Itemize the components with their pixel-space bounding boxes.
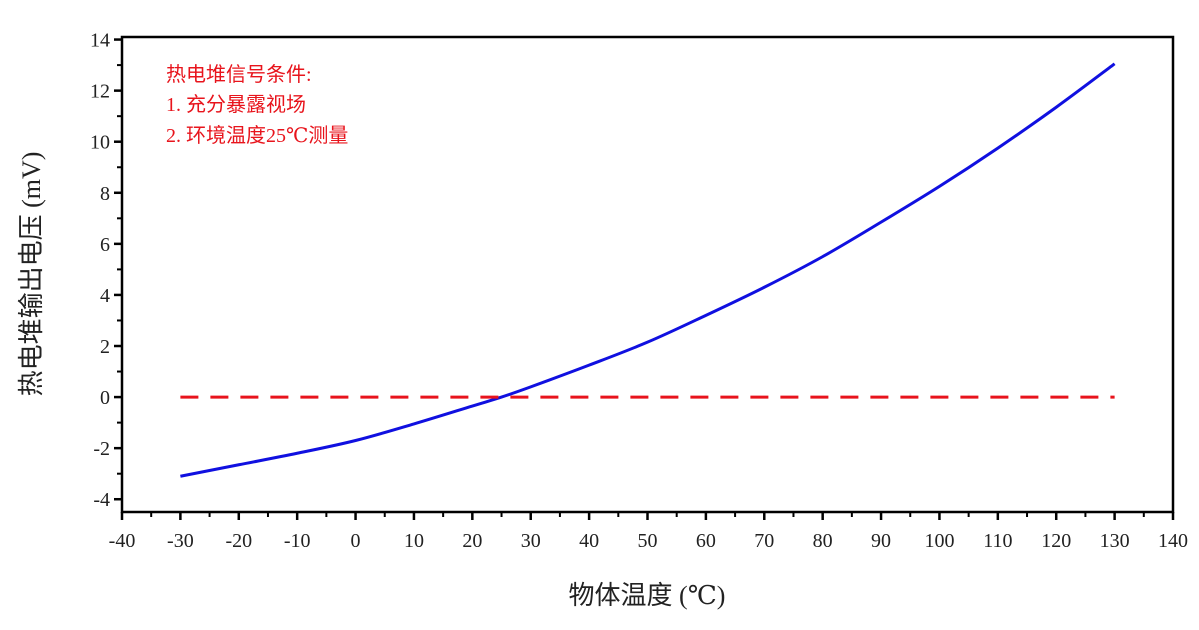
y-tick-label: 2 bbox=[100, 336, 110, 358]
y-tick-label: 14 bbox=[90, 30, 110, 52]
series-layer bbox=[180, 62, 1116, 478]
y-tick-label: 10 bbox=[90, 132, 110, 154]
x-tick-label: -10 bbox=[284, 530, 311, 552]
x-tick-label: -20 bbox=[225, 530, 252, 552]
y-axis: -4 -2 0 2 4 6 8 10 12 14 bbox=[90, 30, 122, 511]
x-tick-label: 100 bbox=[924, 530, 954, 552]
x-tick-label: 130 bbox=[1100, 530, 1130, 552]
y-tick-label: 4 bbox=[100, 285, 110, 307]
x-tick-label: 60 bbox=[696, 530, 716, 552]
x-tick-label: 90 bbox=[871, 530, 891, 552]
x-axis-label: 物体温度 (℃) bbox=[569, 581, 726, 610]
y-axis-label: 热电堆输出电压 (mV) bbox=[17, 152, 46, 397]
y-tick-label: 8 bbox=[100, 183, 110, 205]
annotation-line-2: 2. 环境温度25℃测量 bbox=[166, 124, 348, 147]
x-tick-label: 50 bbox=[638, 530, 658, 552]
x-tick-label: -30 bbox=[167, 530, 194, 552]
voltage-curve bbox=[180, 62, 1116, 478]
annotation-title: 热电堆信号条件: bbox=[166, 63, 312, 86]
x-tick-label: 10 bbox=[404, 530, 424, 552]
x-tick-label: 70 bbox=[754, 530, 774, 552]
x-tick-label: -40 bbox=[109, 530, 136, 552]
y-tick-label: 12 bbox=[90, 81, 110, 103]
y-tick-label: -2 bbox=[93, 438, 110, 460]
y-tick-label: 6 bbox=[100, 234, 110, 256]
x-tick-label: 140 bbox=[1158, 530, 1188, 552]
x-tick-label: 120 bbox=[1041, 530, 1071, 552]
x-tick-label: 20 bbox=[462, 530, 482, 552]
x-tick-label: 110 bbox=[983, 530, 1012, 552]
x-tick-label: 0 bbox=[351, 530, 361, 552]
annotation-line-1: 1. 充分暴露视场 bbox=[166, 93, 306, 116]
x-tick-label: 40 bbox=[579, 530, 599, 552]
x-tick-label: 80 bbox=[813, 530, 833, 552]
x-tick-label: 30 bbox=[521, 530, 541, 552]
y-tick-label: 0 bbox=[100, 387, 110, 409]
x-axis: -40 -30 -20 -10 0 10 20 30 40 50 60 70 80 90 100 110 120… bbox=[109, 512, 1188, 552]
y-tick-label: -4 bbox=[93, 489, 110, 511]
